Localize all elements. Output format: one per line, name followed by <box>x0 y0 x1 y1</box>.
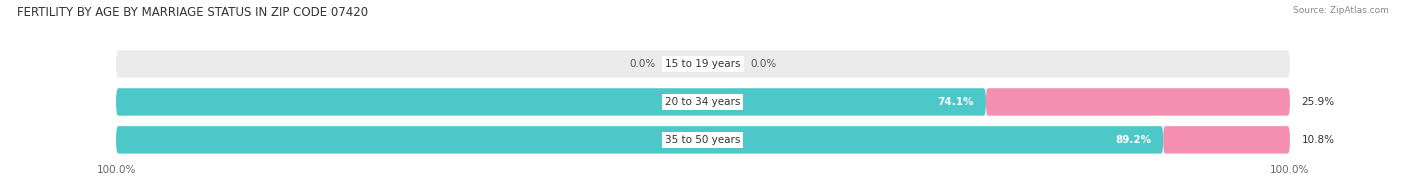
FancyBboxPatch shape <box>117 88 986 116</box>
FancyBboxPatch shape <box>117 126 1163 153</box>
FancyBboxPatch shape <box>117 88 1289 116</box>
FancyBboxPatch shape <box>986 88 1289 116</box>
Text: 10.8%: 10.8% <box>1302 135 1334 145</box>
Text: 89.2%: 89.2% <box>1115 135 1152 145</box>
Text: 15 to 19 years: 15 to 19 years <box>665 59 741 69</box>
FancyBboxPatch shape <box>117 50 1289 78</box>
FancyBboxPatch shape <box>117 126 1289 153</box>
Text: 0.0%: 0.0% <box>630 59 657 69</box>
Text: 25.9%: 25.9% <box>1302 97 1334 107</box>
Text: 35 to 50 years: 35 to 50 years <box>665 135 741 145</box>
Text: 74.1%: 74.1% <box>938 97 974 107</box>
Text: FERTILITY BY AGE BY MARRIAGE STATUS IN ZIP CODE 07420: FERTILITY BY AGE BY MARRIAGE STATUS IN Z… <box>17 6 368 19</box>
Text: 20 to 34 years: 20 to 34 years <box>665 97 741 107</box>
Text: 0.0%: 0.0% <box>749 59 776 69</box>
FancyBboxPatch shape <box>1163 126 1289 153</box>
Text: Source: ZipAtlas.com: Source: ZipAtlas.com <box>1294 6 1389 15</box>
